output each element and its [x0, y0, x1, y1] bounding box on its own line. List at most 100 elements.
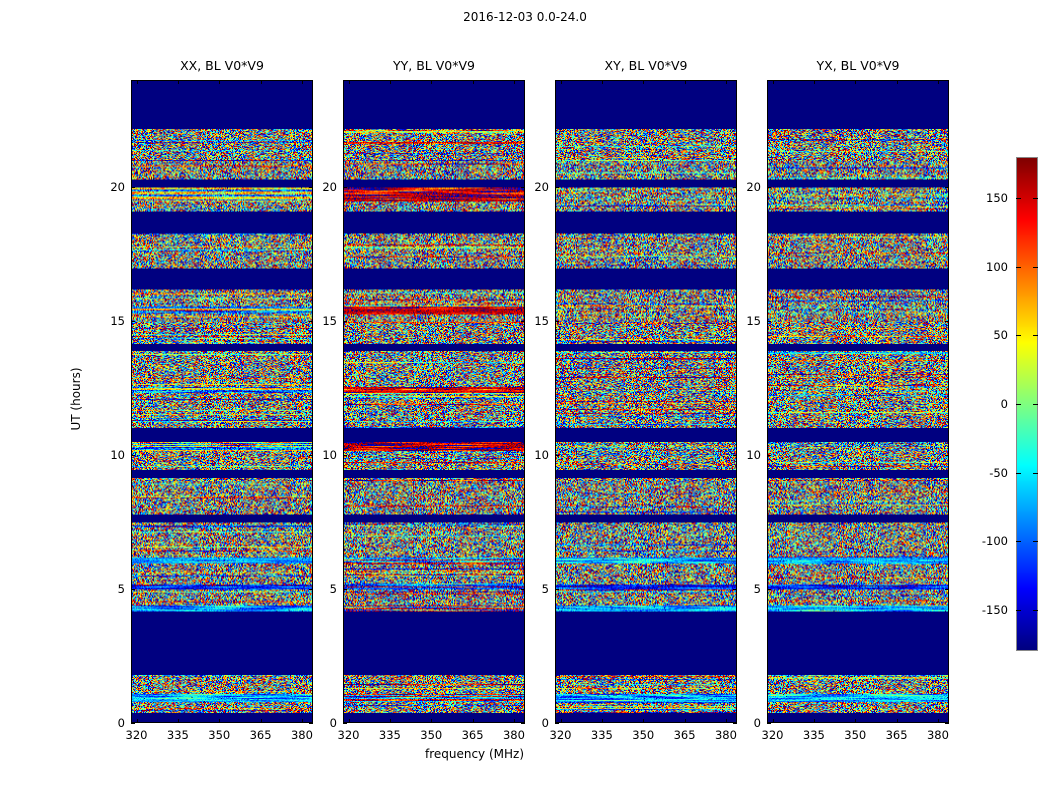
y-tick-mark: [945, 321, 949, 322]
x-tick-mark: [938, 719, 939, 723]
waterfall-panel-yx[interactable]: YX, BL V0*V9: [767, 58, 949, 724]
panel-title-yy: YY, BL V0*V9: [393, 58, 475, 73]
colorbar-tick-mark: [1033, 335, 1038, 336]
x-tick-mark: [473, 719, 474, 723]
colorbar-tick-label: -100: [981, 534, 1008, 549]
x-tick-mark: [643, 719, 644, 723]
x-tick-mark: [431, 719, 432, 723]
x-tick-mark: [897, 80, 898, 84]
waterfall-panel-xx[interactable]: XX, BL V0*V9: [131, 58, 313, 724]
panel-title-xy: XY, BL V0*V9: [604, 58, 688, 73]
x-tick-label: 320: [761, 728, 784, 742]
colorbar-tick-label: 50: [993, 328, 1008, 343]
x-tick-label: 380: [290, 728, 313, 742]
y-tick-label: 20: [534, 180, 549, 195]
x-tick-mark: [137, 719, 138, 723]
x-tick-mark: [561, 719, 562, 723]
x-tick-mark: [897, 719, 898, 723]
x-tick-mark: [261, 719, 262, 723]
y-tick-label: 15: [322, 314, 337, 329]
colorbar-canvas: [1017, 158, 1037, 650]
x-tick-label: 350: [208, 728, 231, 742]
y-tick-mark: [309, 723, 313, 724]
panel-title-xx: XX, BL V0*V9: [180, 58, 264, 73]
y-tick-mark: [555, 187, 559, 188]
panel-title-yx: YX, BL V0*V9: [816, 58, 900, 73]
y-tick-mark: [555, 321, 559, 322]
x-tick-mark: [302, 80, 303, 84]
y-tick-label: 0: [541, 716, 549, 730]
x-tick-mark: [219, 719, 220, 723]
x-tick-label: 365: [673, 728, 696, 742]
x-tick-mark: [302, 719, 303, 723]
x-tick-mark: [178, 80, 179, 84]
y-tick-mark: [767, 455, 771, 456]
waterfall-panel-yy[interactable]: YY, BL V0*V9: [343, 58, 525, 724]
y-tick-mark: [343, 723, 347, 724]
waterfall-panel-xy[interactable]: XY, BL V0*V9: [555, 58, 737, 724]
y-tick-mark: [733, 187, 737, 188]
colorbar-tick-mark: [1016, 473, 1021, 474]
y-tick-mark: [767, 589, 771, 590]
x-tick-label: 350: [420, 728, 443, 742]
waterfall-image-xy: [556, 81, 736, 722]
x-tick-mark: [390, 719, 391, 723]
panel-axes-frame: [555, 80, 737, 723]
y-tick-mark: [521, 589, 525, 590]
colorbar-tick-mark: [1033, 541, 1038, 542]
y-tick-label: 0: [117, 716, 125, 730]
x-tick-mark: [814, 719, 815, 723]
y-tick-mark: [555, 455, 559, 456]
y-tick-mark: [343, 589, 347, 590]
x-tick-mark: [855, 719, 856, 723]
y-tick-mark: [309, 455, 313, 456]
x-tick-label: 365: [461, 728, 484, 742]
y-tick-mark: [343, 455, 347, 456]
x-tick-label: 350: [844, 728, 867, 742]
y-tick-label: 5: [541, 582, 549, 597]
y-tick-label: 15: [110, 314, 125, 329]
colorbar-tick-label: -150: [981, 602, 1008, 617]
colorbar-tick-mark: [1016, 335, 1021, 336]
figure-suptitle: 2016-12-03 0.0-24.0: [463, 10, 587, 24]
y-tick-mark: [733, 589, 737, 590]
y-tick-label: 0: [329, 716, 337, 730]
x-tick-mark: [178, 719, 179, 723]
x-tick-label: 380: [926, 728, 949, 742]
x-tick-label: 380: [714, 728, 737, 742]
x-tick-mark: [685, 80, 686, 84]
y-tick-label: 0: [753, 716, 761, 730]
colorbar-tick-mark: [1016, 610, 1021, 611]
y-tick-mark: [555, 723, 559, 724]
x-tick-mark: [514, 80, 515, 84]
y-tick-mark: [131, 723, 135, 724]
y-tick-label: 5: [117, 582, 125, 597]
panel-axes-frame: [343, 80, 525, 723]
colorbar-tick-mark: [1033, 404, 1038, 405]
y-tick-mark: [733, 321, 737, 322]
x-tick-mark: [137, 80, 138, 84]
y-tick-mark: [521, 455, 525, 456]
x-tick-mark: [814, 80, 815, 84]
y-tick-mark: [343, 321, 347, 322]
y-tick-mark: [309, 187, 313, 188]
x-tick-mark: [855, 80, 856, 84]
waterfall-image-yx: [768, 81, 948, 722]
y-tick-mark: [309, 321, 313, 322]
y-tick-mark: [945, 723, 949, 724]
y-tick-label: 5: [329, 582, 337, 597]
colorbar-tick-mark: [1033, 267, 1038, 268]
y-tick-label: 20: [322, 180, 337, 195]
x-tick-mark: [261, 80, 262, 84]
y-tick-label: 10: [110, 448, 125, 463]
y-tick-mark: [733, 455, 737, 456]
x-tick-mark: [431, 80, 432, 84]
y-tick-mark: [767, 321, 771, 322]
x-tick-mark: [219, 80, 220, 84]
y-tick-mark: [945, 455, 949, 456]
colorbar-tick-label: 150: [986, 191, 1008, 206]
colorbar-tick-label: 0: [1000, 397, 1008, 411]
x-tick-mark: [561, 80, 562, 84]
y-axis-label: UT (hours): [69, 366, 83, 431]
